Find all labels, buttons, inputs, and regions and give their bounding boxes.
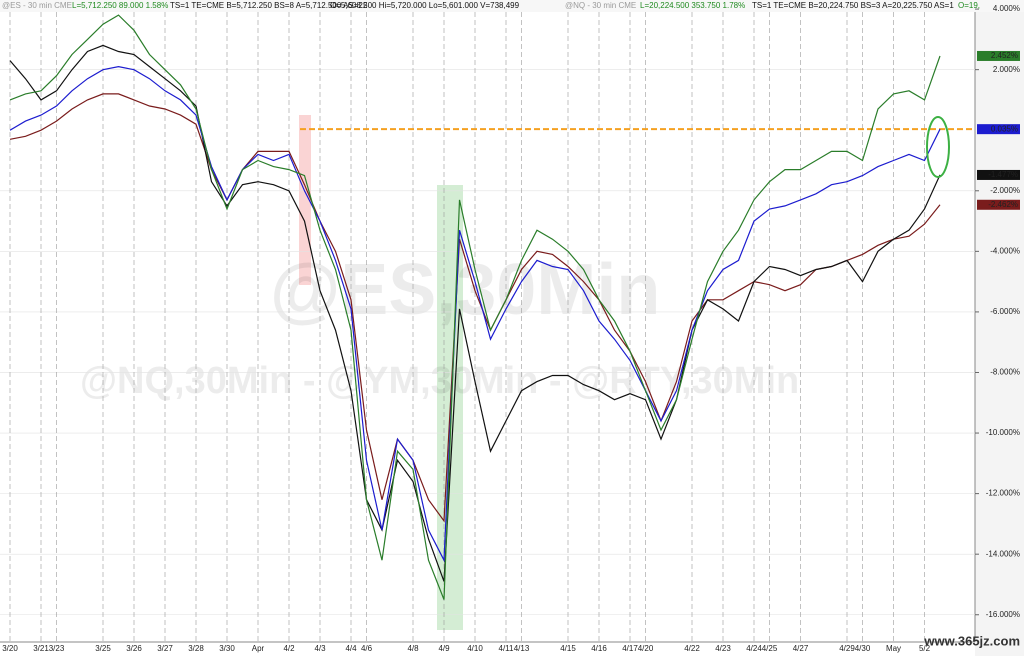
x-tick-label: 4/6 xyxy=(361,644,373,653)
x-tick-label: 4/9 xyxy=(438,644,450,653)
last-value-label: 0.035% xyxy=(991,124,1018,133)
x-tick-label: 4/17 xyxy=(622,644,638,653)
last-value-label: -1.477% xyxy=(988,170,1018,179)
x-tick-label: 5/2 xyxy=(919,644,931,653)
header-text: O=19, xyxy=(958,1,980,10)
y-tick-label: -12.000% xyxy=(986,489,1020,498)
highlight-red xyxy=(299,115,311,285)
header-text: L=5,712.250 89.000 1.58% xyxy=(72,1,168,10)
footer-watermark: www.365jz.com xyxy=(923,633,1020,648)
x-tick-label: 3/27 xyxy=(157,644,173,653)
x-tick-label: May xyxy=(886,644,901,653)
x-tick-label: Apr xyxy=(252,644,265,653)
x-tick-label: 4/25 xyxy=(762,644,778,653)
x-tick-label: 3/21 xyxy=(33,644,49,653)
x-tick-label: 3/30 xyxy=(219,644,235,653)
x-tick-label: 4/16 xyxy=(591,644,607,653)
x-tick-label: 4/30 xyxy=(855,644,871,653)
plot xyxy=(0,8,975,642)
header-text: L=20,224.500 353.750 1.78% xyxy=(640,1,745,10)
last-value-box xyxy=(977,199,1020,210)
header-text: @ES - 30 min CME xyxy=(2,1,72,10)
x-tick-label: 4/3 xyxy=(314,644,326,653)
series-line xyxy=(9,14,941,600)
series-line xyxy=(9,65,941,563)
x-tick-label: 3/26 xyxy=(126,644,142,653)
x-tick-label: 4/8 xyxy=(407,644,419,653)
x-tick-label: 3/28 xyxy=(188,644,204,653)
highlight-ellipse xyxy=(926,116,950,178)
y-tick-label: -2.000% xyxy=(990,186,1020,195)
x-tick-label: 4/4 xyxy=(345,644,357,653)
last-value-label: -2.462% xyxy=(988,200,1018,209)
x-tick-label: 4/27 xyxy=(793,644,809,653)
header-text: TS=1 TE=CME B=5,712.250 BS=8 A=5,712.500… xyxy=(170,1,368,10)
header-bar xyxy=(0,0,1024,12)
x-tick-label: 4/20 xyxy=(638,644,654,653)
x-tick-label: 3/23 xyxy=(49,644,65,653)
y-tick-label: 4.000% xyxy=(993,4,1020,13)
x-tick-label: 4/13 xyxy=(514,644,530,653)
x-tick-label: 4/2 xyxy=(283,644,295,653)
y-tick-label: -16.000% xyxy=(986,610,1020,619)
y-tick-label: -14.000% xyxy=(986,549,1020,558)
y-tick-label: -10.000% xyxy=(986,428,1020,437)
y-tick-label: 2.000% xyxy=(993,65,1020,74)
series-line xyxy=(9,93,941,523)
x-tick-label: 4/24 xyxy=(746,644,762,653)
x-tick-label: 3/25 xyxy=(95,644,111,653)
x-tick-label: 4/15 xyxy=(560,644,576,653)
x-tick-label: 3/20 xyxy=(2,644,18,653)
y-tick-label: -4.000% xyxy=(990,246,1020,255)
x-tick-label: 4/10 xyxy=(467,644,483,653)
header-text: TS=1 TE=CME B=20,224.750 BS=3 A=20,225.7… xyxy=(752,1,954,10)
y-tick-label: -6.000% xyxy=(990,307,1020,316)
last-value-label: 2.452% xyxy=(991,51,1018,60)
last-value-box xyxy=(977,124,1020,135)
last-value-box xyxy=(977,169,1020,180)
last-value-box xyxy=(977,50,1020,61)
y-tick-label: -8.000% xyxy=(990,368,1020,377)
x-tick-label: 4/22 xyxy=(684,644,700,653)
header-text: @NQ - 30 min CME xyxy=(565,1,636,10)
series-line xyxy=(9,44,941,582)
x-tick-label: 4/29 xyxy=(839,644,855,653)
header-text: O=5,608.500 Hi=5,720.000 Lo=5,601.000 V=… xyxy=(330,1,520,10)
watermark-sub: @NQ,30Min - @YM,30Min - @RTY,30Min xyxy=(80,360,799,402)
x-tick-label: 4/23 xyxy=(715,644,731,653)
x-tick-label: 4/11 xyxy=(499,644,515,653)
watermark-main: @ES,30Min xyxy=(270,250,660,330)
y-axis-panel xyxy=(975,0,1024,656)
